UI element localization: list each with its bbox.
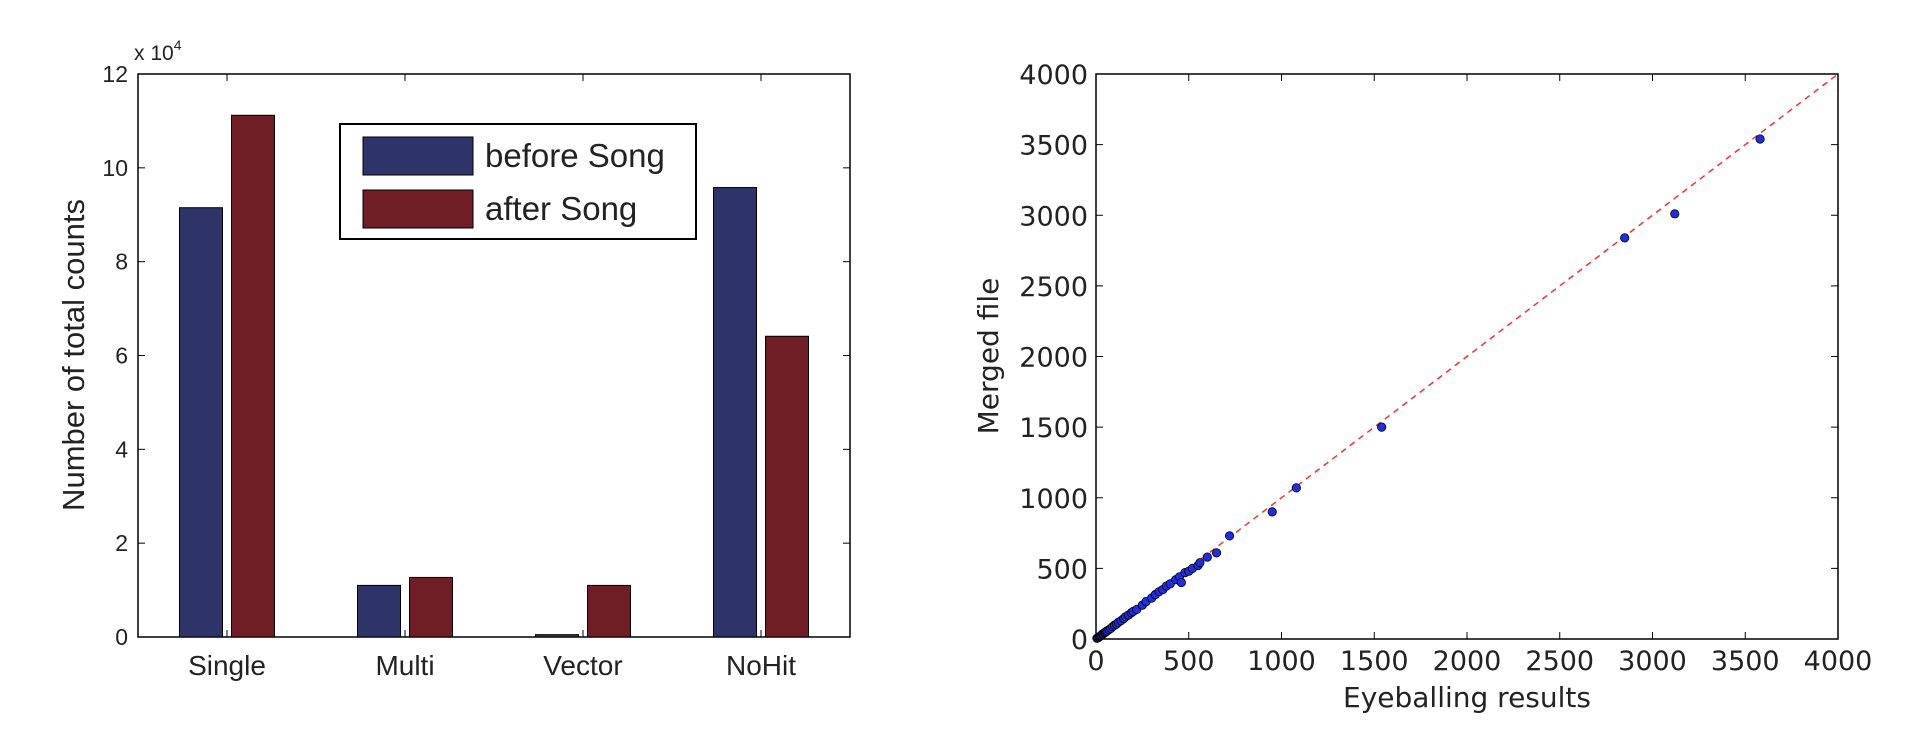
scatter-y-tick-label: 3000 (1019, 201, 1088, 232)
bar-nohit-after (765, 335, 809, 638)
bar-y-tick-label: 8 (115, 249, 128, 275)
scatter-y-tick-label: 1000 (1019, 484, 1088, 515)
bar-multi-after (409, 576, 453, 638)
scatter-x-axis-label: Eyeballing results (1343, 681, 1591, 714)
scatter-point (1377, 422, 1387, 432)
scatter-y-tick-label: 2500 (1019, 272, 1088, 303)
scatter-x-tick-label: 4000 (1804, 646, 1873, 677)
scatter-y-tick-label: 3500 (1019, 131, 1088, 162)
scatter-point (1291, 483, 1301, 493)
scatter-chart: 0 500 1000 1500 2000 2500 3000 3500 4000 0 500 100… (972, 60, 1872, 714)
scatter-x-tick-label: 1000 (1247, 646, 1316, 677)
scatter-point (1670, 209, 1680, 219)
bar-single-before (179, 207, 223, 638)
bar-y-tick-label: 0 (115, 624, 128, 650)
scatter-point (1224, 531, 1235, 541)
scatter-x-tick-label: 2500 (1525, 646, 1594, 677)
legend-swatch (362, 136, 474, 176)
scatter-point (1620, 233, 1630, 243)
legend-label: before Song (485, 137, 665, 174)
bar-y-tick-label: 6 (115, 343, 128, 369)
legend-swatch (362, 189, 474, 229)
scatter-point (1755, 134, 1765, 144)
bar-y-scale-label: x 104 (134, 37, 182, 65)
bar-x-tick-label: Single (188, 650, 266, 681)
scatter-x-tick-label: 1500 (1340, 646, 1409, 677)
scatter-points (1092, 134, 1765, 643)
bar-vector-after (587, 584, 631, 638)
bar-x-tick-label: NoHit (726, 650, 796, 681)
bar-marks (179, 114, 809, 638)
scatter-y-tick-label: 0 (1071, 625, 1088, 656)
bar-single-after (231, 114, 275, 638)
bar-legend: before Song after Song (339, 123, 697, 240)
scatter-point (1195, 558, 1205, 568)
bar-y-tick-label: 12 (102, 61, 128, 87)
scatter-point (1202, 552, 1212, 562)
scatter-y-ticks: 0 500 1000 1500 2000 2500 3000 3500 4000 (1019, 60, 1838, 656)
scatter-point (1176, 577, 1186, 588)
scatter-y-axis-label: Merged file (972, 278, 1005, 435)
scatter-y-tick-label: 4000 (1019, 60, 1088, 91)
scatter-x-ticks: 0 500 1000 1500 2000 2500 3000 3500 4000 (1087, 74, 1872, 677)
bar-chart: 0 2 4 6 8 10 12 Single Multi Vector NoHit x 104 N… (56, 37, 851, 681)
bar-y-tick-label: 10 (102, 155, 128, 181)
scatter-y-tick-label: 1500 (1019, 413, 1088, 444)
legend-label: after Song (485, 190, 637, 227)
scatter-x-tick-label: 0 (1087, 646, 1104, 677)
scatter-x-tick-label: 500 (1163, 646, 1215, 677)
scatter-x-tick-label: 3500 (1711, 646, 1780, 677)
bar-x-tick-label: Multi (375, 650, 434, 681)
bar-y-ticks: 0 2 4 6 8 10 12 (102, 61, 850, 650)
scatter-point (1211, 548, 1222, 558)
bar-y-axis-label: Number of total counts (56, 199, 91, 511)
bar-vector-before (535, 634, 579, 638)
scatter-point (1267, 507, 1277, 517)
bar-nohit-before (713, 187, 757, 638)
scatter-x-tick-label: 2000 (1433, 646, 1502, 677)
bar-y-tick-label: 4 (115, 436, 128, 462)
bar-x-ticks: Single Multi Vector NoHit (188, 74, 796, 681)
bar-y-tick-label: 2 (115, 530, 128, 556)
scatter-y-tick-label: 2000 (1019, 343, 1088, 374)
scatter-y-tick-label: 500 (1036, 554, 1088, 585)
reference-line (1095, 73, 1839, 640)
bar-x-tick-label: Vector (543, 650, 622, 681)
scatter-x-tick-label: 3000 (1618, 646, 1687, 677)
bar-multi-before (357, 584, 401, 638)
